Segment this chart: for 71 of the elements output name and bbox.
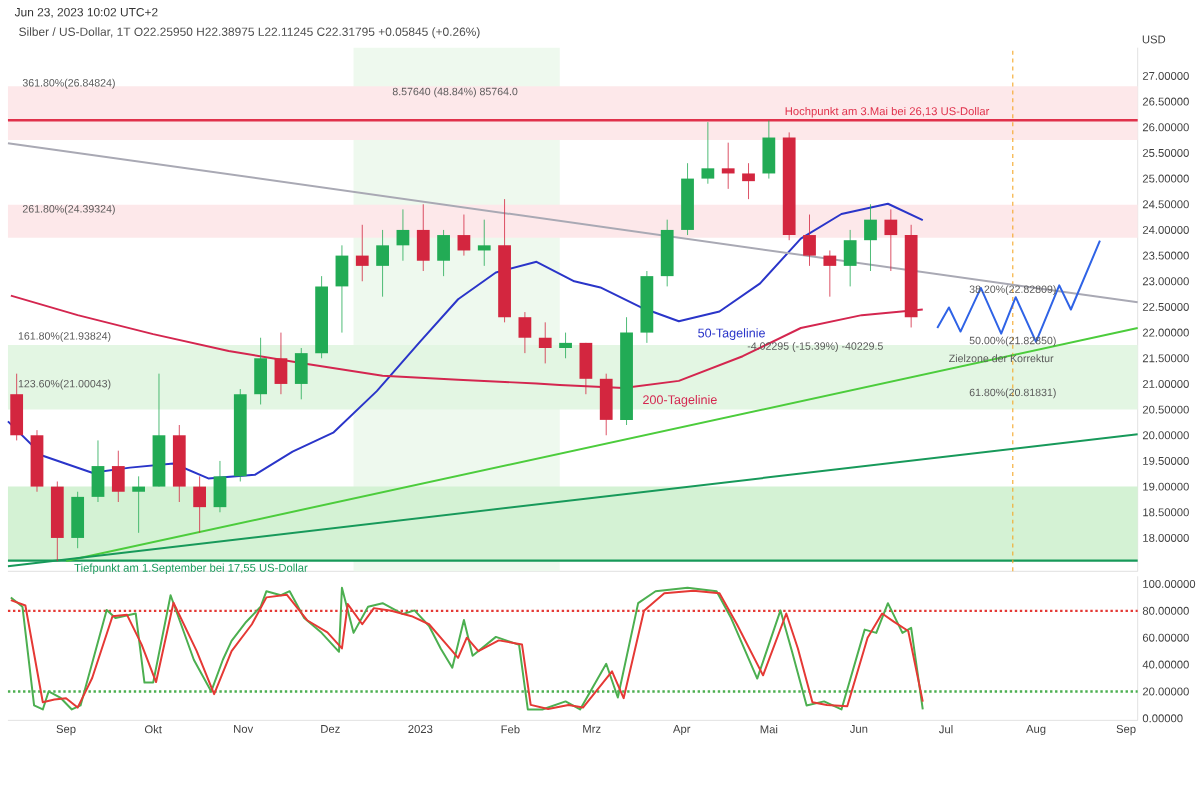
annotation: 161.80%(21.93824)	[18, 331, 111, 342]
y-tick-label: 20.00000	[1142, 431, 1189, 440]
y-tick-label: 25.50000	[1142, 149, 1189, 157]
annotation: 261.80%(24.39324)	[22, 204, 115, 215]
ref-line-label: Hochpunkt am 3.Mai bei 26,13 US-Dollar	[785, 106, 990, 118]
y-tick-label: 80.00000	[1142, 606, 1189, 615]
y-tick-label: 22.00000	[1142, 328, 1189, 337]
series-label: 50-Tagelinie	[698, 328, 765, 340]
x-tick-label: Sep	[1116, 725, 1136, 736]
x-tick-label: Jul	[938, 725, 953, 734]
chart-title: Silber / US-Dollar, 1T O22.25950 H22.38975 L22.11245 C22.31795 +0.05845 (+0.26%)	[19, 27, 480, 39]
annotation: 361.80%(26.84824)	[22, 78, 115, 89]
x-tick-label: Mai	[760, 725, 778, 734]
y-tick-label: 18.50000	[1143, 508, 1189, 517]
x-tick-label: Dez	[321, 725, 340, 733]
candlestick	[823, 250, 837, 298]
y-tick-label: 21.50000	[1142, 354, 1189, 363]
candlestick	[884, 209, 898, 272]
y-tick-label: 20.00000	[1142, 687, 1189, 696]
x-tick-label: Mrz	[583, 725, 601, 733]
candlestick	[477, 219, 491, 267]
candlestick	[559, 332, 572, 359]
x-tick-label: Aug	[1026, 725, 1046, 736]
y-tick-label: 22.50000	[1142, 303, 1189, 311]
y-tick-label: 19.00000	[1143, 482, 1189, 491]
x-tick-label: 2023	[408, 725, 433, 734]
y-tick-label: 19.50000	[1143, 457, 1189, 465]
y-tick-label: 0.00000	[1142, 714, 1183, 723]
annotation: 8.57640 (48.84%) 85764.0	[392, 87, 518, 98]
candlestick	[518, 311, 532, 354]
candlestick	[803, 214, 816, 267]
y-tick-label: 27.00000	[1142, 72, 1189, 80]
candlestick	[721, 142, 735, 190]
y-tick-label: 24.00000	[1142, 226, 1189, 234]
candlestick	[701, 121, 715, 185]
x-tick-label: Jun	[849, 725, 868, 733]
line-series	[6, 202, 924, 480]
candlestick	[742, 162, 755, 200]
candlestick	[355, 224, 369, 282]
y-tick-label: 40.00000	[1142, 660, 1189, 669]
y-tick-label: 23.00000	[1142, 277, 1189, 286]
annotation: 123.60%(21.00043)	[18, 379, 111, 390]
x-tick-label: Feb	[501, 725, 520, 734]
chart-subtitle: Jun 23, 2023 10:02 UTC+2	[14, 8, 158, 18]
line-series	[9, 294, 924, 390]
y-axis-title: USD	[1142, 35, 1166, 44]
x-tick-label: Sep	[56, 725, 76, 736]
candlestick	[132, 476, 146, 534]
candlestick	[864, 203, 877, 272]
y-tick-label: 23.50000	[1142, 251, 1189, 260]
x-tick-label: Okt	[144, 725, 162, 734]
candlestick	[396, 209, 410, 262]
series-label: 200-Tagelinie	[643, 395, 717, 407]
candlestick	[538, 322, 552, 364]
candlestick	[376, 229, 389, 298]
y-tick-label: 21.00000	[1142, 380, 1189, 388]
annotation: 61.80%(20.81831)	[969, 388, 1056, 399]
candlestick	[193, 476, 207, 534]
y-tick-label: 26.50000	[1142, 97, 1189, 106]
y-tick-label: 100.00000	[1143, 580, 1196, 588]
x-tick-label: Apr	[672, 725, 691, 736]
y-tick-label: 26.00000	[1142, 123, 1189, 132]
x-tick-label: Nov	[234, 725, 254, 733]
y-tick-label: 25.00000	[1142, 174, 1189, 183]
annotation: 50.00%(21.82850)	[969, 336, 1056, 347]
y-tick-label: 24.50000	[1142, 200, 1189, 209]
candlestick	[457, 214, 471, 257]
ref-line-label: Tiefpunkt am 1.September bei 17,55 US-Dollar	[74, 563, 308, 575]
y-tick-label: 60.00000	[1142, 633, 1189, 642]
y-tick-label: 20.50000	[1142, 405, 1189, 414]
y-tick-label: 18.00000	[1143, 534, 1189, 542]
